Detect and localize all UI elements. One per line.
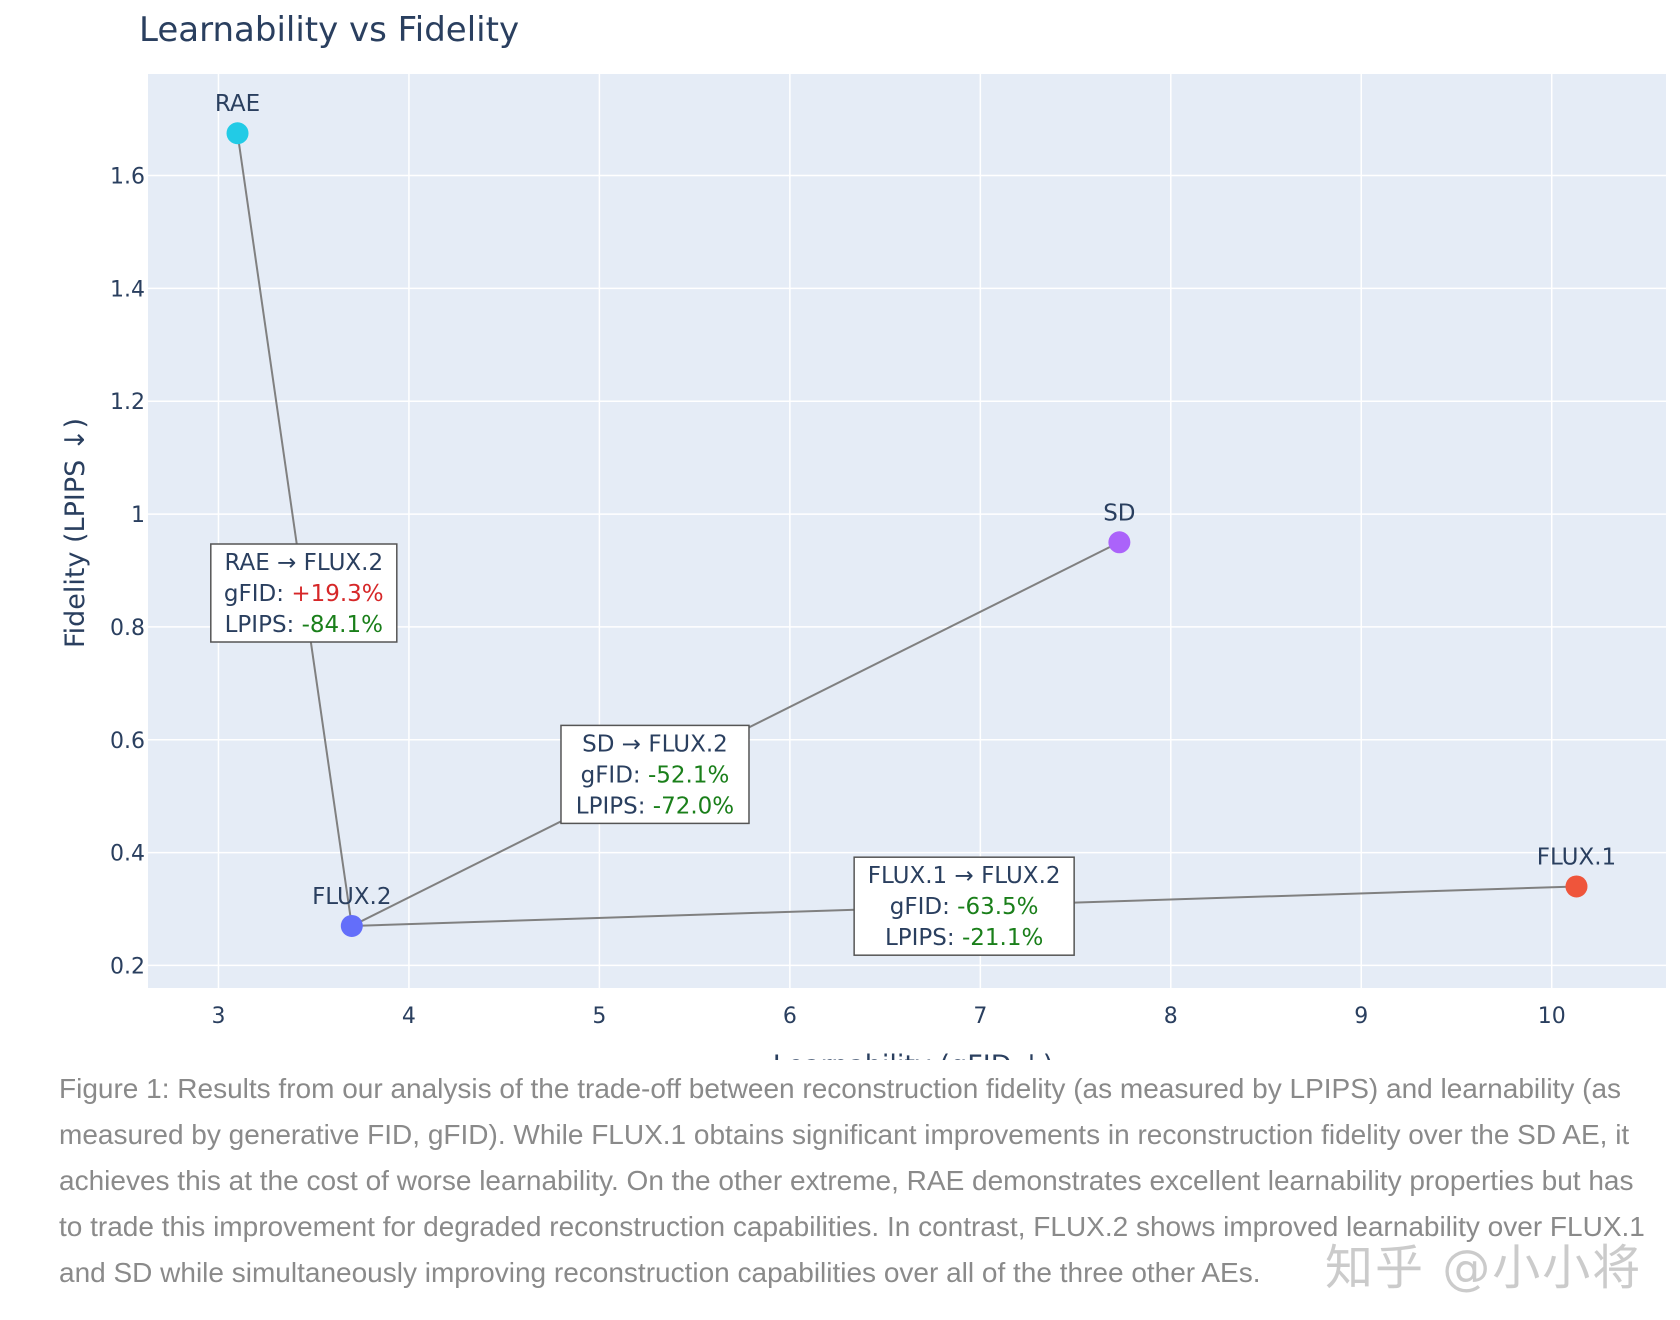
point-label: FLUX.1 (1537, 844, 1616, 870)
x-tick-label: 3 (211, 1004, 225, 1029)
tick-labels: 3 4 5 6 7 8 9 10 0.2 0.4 0.6 0.8 1 1.2 1.4 1.6 (110, 165, 1566, 1029)
annotation-metric-label: LPIPS: (225, 612, 302, 638)
x-tick-label: 8 (1164, 1004, 1178, 1029)
point-label: FLUX.2 (312, 884, 391, 910)
watermark: 知乎 @小小将 (1325, 1240, 1643, 1296)
x-axis-title: Learnability (gFID ↓) (773, 1050, 1054, 1060)
annotation-header: SD → FLUX.2 (582, 731, 728, 757)
figure-caption: Figure 1: Results from our analysis of t… (59, 1073, 1645, 1288)
annotation-line: gFID: -63.5% (890, 894, 1039, 920)
data-point (1565, 875, 1588, 898)
x-tick-label: 5 (592, 1004, 606, 1029)
annotation-metric-label: gFID: (890, 894, 957, 920)
annotation-metric-label: LPIPS: (885, 925, 962, 951)
annotation-line: gFID: -52.1% (581, 762, 730, 788)
annotation-header: FLUX.1 → FLUX.2 (868, 863, 1061, 889)
chart-svg: 3 4 5 6 7 8 9 10 0.2 0.4 0.6 0.8 1 1.2 1.4 1.6 RAE SD FLU… (60, 74, 1666, 1060)
annotation-metric-value: -84.1% (302, 612, 383, 638)
y-axis-title: Fidelity (LPIPS ↓) (60, 418, 91, 648)
connection-line (236, 133, 353, 927)
y-tick-label: 1.2 (110, 390, 145, 415)
y-tick-label: 0.8 (110, 616, 145, 641)
annotation-metric-value: -52.1% (648, 762, 729, 788)
y-tick-label: 0.4 (110, 842, 145, 867)
annotation-box: RAE → FLUX.2 gFID: +19.3% LPIPS: -84.1% (210, 543, 398, 643)
annotation-metric-label: gFID: (581, 762, 648, 788)
y-tick-label: 1 (131, 503, 145, 528)
data-point (340, 914, 363, 937)
x-tick-label: 6 (783, 1004, 797, 1029)
annotation-line: LPIPS: -72.0% (576, 793, 734, 819)
annotation-line: LPIPS: -21.1% (885, 925, 1043, 951)
annotation-line: LPIPS: -84.1% (225, 612, 383, 638)
x-tick-label: 9 (1354, 1004, 1368, 1029)
y-tick-label: 1.6 (110, 165, 145, 190)
annotation-box: SD → FLUX.2 gFID: -52.1% LPIPS: -72.0% (560, 724, 750, 825)
point-label: RAE (215, 91, 260, 117)
x-tick-label: 4 (402, 1004, 416, 1029)
data-point (1108, 531, 1131, 554)
point-label: SD (1103, 500, 1135, 526)
annotation-metric-value: -72.0% (653, 793, 734, 819)
x-tick-label: 7 (973, 1004, 987, 1029)
data-point (226, 122, 249, 145)
annotation-line: gFID: +19.3% (224, 581, 384, 607)
annotation-metric-value: -63.5% (957, 894, 1038, 920)
chart-title: Learnability vs Fidelity (139, 10, 520, 50)
annotation-metric-label: LPIPS: (576, 793, 653, 819)
x-tick-label: 10 (1538, 1004, 1566, 1029)
y-tick-label: 1.4 (110, 277, 145, 302)
annotations: RAE → FLUX.2 gFID: +19.3% LPIPS: -84.1% SD … (210, 543, 1075, 956)
grid-layer (148, 74, 1666, 988)
data-points: RAE SD FLUX.1 FLUX.2 (215, 91, 1616, 937)
annotation-header: RAE → FLUX.2 (224, 550, 383, 576)
annotation-metric-value: +19.3% (291, 581, 383, 607)
plot-background (148, 74, 1666, 988)
annotation-box: FLUX.1 → FLUX.2 gFID: -63.5% LPIPS: -21.1% (853, 856, 1075, 956)
y-tick-label: 0.2 (110, 954, 145, 979)
annotation-metric-label: gFID: (224, 581, 291, 607)
annotation-metric-value: -21.1% (962, 925, 1043, 951)
y-tick-label: 0.6 (110, 729, 145, 754)
annotation-frame (853, 856, 1075, 956)
annotation-frame (210, 543, 398, 643)
annotation-frame (560, 724, 750, 825)
